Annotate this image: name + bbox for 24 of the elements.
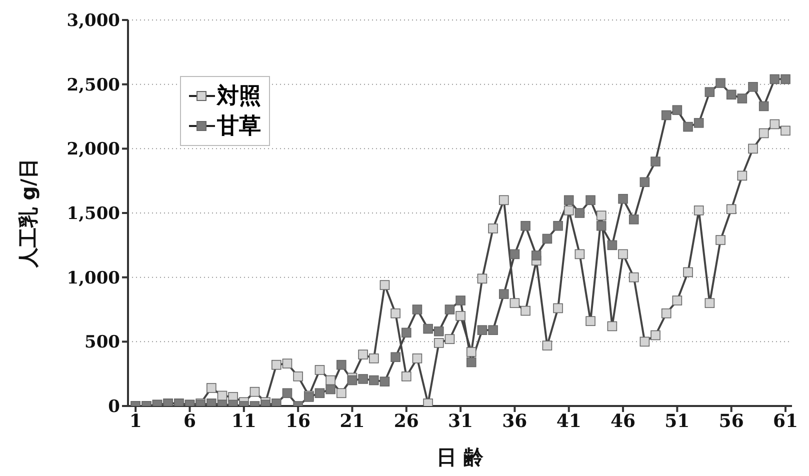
- x-tick-label: 61: [772, 410, 798, 432]
- x-tick-label: 36: [502, 410, 528, 432]
- x-tick-label: 16: [286, 410, 311, 432]
- legend-label: 甘草: [217, 113, 261, 141]
- y-tick-label: 3,000: [66, 11, 120, 32]
- x-tick-label: 31: [448, 410, 474, 432]
- x-axis-title: 日 齢: [436, 445, 484, 469]
- y-tick-label: 1,500: [66, 204, 120, 224]
- y-tick-label: 500: [84, 332, 120, 353]
- y-axis-title: 人工乳 g/日: [16, 158, 40, 268]
- y-tick-label: 2,000: [66, 140, 120, 160]
- y-tick-label: 2,500: [66, 75, 120, 96]
- x-tick-label: 6: [183, 410, 196, 432]
- legend-label: 対照: [217, 82, 261, 111]
- y-tick-label: 0: [108, 397, 120, 418]
- x-tick-label: 51: [664, 410, 690, 432]
- x-tick-label: 1: [129, 410, 142, 432]
- x-tick-label: 21: [340, 410, 365, 432]
- y-tick-label: 1,000: [66, 268, 120, 288]
- x-tick-label: 46: [610, 410, 636, 432]
- x-tick-label: 11: [231, 410, 256, 432]
- x-tick-label: 56: [718, 410, 744, 432]
- x-tick-label: 26: [394, 410, 419, 432]
- x-tick-label: 41: [556, 410, 582, 432]
